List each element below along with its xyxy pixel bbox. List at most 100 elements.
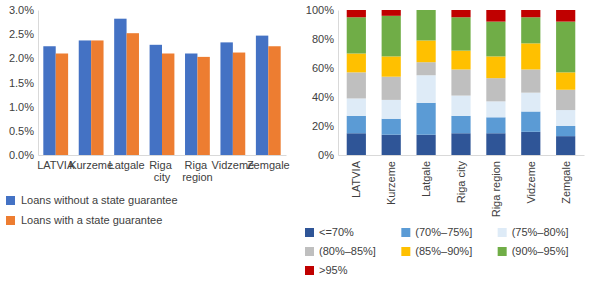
bar-segment	[486, 78, 505, 101]
y-tick-label: 1.5%	[9, 77, 34, 89]
y-tick: 1.0%	[9, 101, 34, 113]
bar	[150, 45, 162, 155]
bar-segment	[486, 117, 505, 133]
y-tick-label: 2.0%	[9, 52, 34, 64]
bar-segment	[556, 136, 575, 155]
bar-segment	[417, 62, 436, 75]
y-tick: 60%	[312, 62, 334, 74]
y-tick-label: 2.5%	[9, 28, 34, 40]
bar	[43, 46, 55, 155]
bar-segment	[486, 56, 505, 78]
bar-segment	[382, 119, 401, 135]
bar-segment	[451, 96, 470, 116]
bar-segment	[556, 22, 575, 73]
bar-segment	[382, 77, 401, 100]
legend-label: (90%–95%]	[512, 245, 569, 257]
bar-segment	[451, 69, 470, 95]
legend-label: <=70%	[319, 226, 354, 238]
bar-segment	[417, 40, 436, 62]
legend-label: Loans with a state guarantee	[21, 214, 162, 226]
legend-swatch	[305, 228, 314, 237]
bar	[79, 40, 91, 155]
bar-segment	[521, 93, 540, 112]
legend-item: (75%–80%]	[498, 226, 569, 238]
bars	[347, 10, 576, 155]
legend-item: (90%–95%]	[498, 245, 569, 257]
x-tick-label: Latgale	[109, 159, 145, 171]
x-tick: Latgale	[109, 159, 145, 171]
bar-segment	[417, 103, 436, 135]
y-tick-label: 20%	[312, 120, 334, 132]
bar-segment	[451, 10, 470, 17]
bar-segment	[486, 133, 505, 155]
bar-segment	[556, 110, 575, 126]
x-axis: LATVIAKurzemeLatgaleRiga cityRiga region…	[37, 156, 290, 183]
legend-label: (85%–90%]	[415, 245, 472, 257]
bar-segment	[347, 133, 366, 155]
x-tick-label: Zemgale	[247, 159, 290, 171]
bar-segment	[486, 22, 505, 57]
bar-segment	[451, 51, 470, 70]
bar-segment	[382, 10, 401, 16]
bar-segment	[556, 90, 575, 110]
x-tick: Kurzeme	[385, 161, 397, 205]
y-tick-label: 0.5%	[9, 125, 34, 137]
bar-segment	[486, 10, 505, 22]
bar	[114, 19, 126, 155]
y-axis: 0.0%0.5%1.0%1.5%2.0%2.5%3.0%	[9, 4, 39, 161]
legend-item: Loans with a state guarantee	[6, 214, 162, 226]
legend: Loans without a state guaranteeLoans wit…	[6, 194, 178, 226]
bar	[185, 54, 197, 156]
y-tick-label: 60%	[312, 62, 334, 74]
bar	[268, 46, 280, 155]
x-tick: Riga region	[182, 159, 213, 183]
bar-segment	[347, 98, 366, 115]
y-axis: 0%20%40%60%80%100%	[306, 4, 339, 161]
bar	[127, 33, 139, 155]
bar-segment	[347, 17, 366, 53]
x-axis-line	[339, 155, 585, 156]
x-tick-label: LATVIA	[350, 160, 362, 198]
legend-label: >95%	[319, 264, 348, 276]
bar	[162, 54, 174, 156]
bar-segment	[521, 43, 540, 69]
bar-segment	[521, 17, 540, 43]
bar-segment	[347, 54, 366, 73]
y-axis-line	[38, 11, 39, 156]
bar-segment	[417, 75, 436, 103]
legend-swatch	[305, 266, 314, 275]
bar	[233, 53, 245, 155]
x-tick: Kurzeme	[69, 159, 113, 171]
bar-segment	[521, 132, 540, 155]
bar-segment	[451, 133, 470, 155]
legend-item: (85%–90%]	[401, 245, 472, 257]
bar-segment	[521, 10, 540, 17]
y-tick: 0%	[318, 149, 334, 161]
bar	[91, 40, 103, 155]
x-tick-label: Riga city	[455, 161, 467, 204]
x-tick-label: Zemgale	[560, 161, 572, 204]
bar-segment	[521, 112, 540, 132]
legend-item: >95%	[305, 264, 348, 276]
x-tick: LATVIA	[350, 160, 362, 198]
x-tick-label: Riga region	[490, 161, 502, 217]
y-tick-label: 100%	[306, 4, 334, 16]
bar-segment	[347, 72, 366, 98]
bar-segment	[382, 135, 401, 155]
legend-swatch	[6, 216, 15, 225]
y-tick: 80%	[312, 33, 334, 45]
y-tick: 100%	[306, 4, 334, 16]
x-tick-label: Riga city	[149, 159, 175, 183]
legend: <=70%(70%–75%](75%–80%](80%–85%](85%–90%…	[305, 226, 569, 276]
y-tick: 0.0%	[9, 149, 34, 161]
legend-swatch	[498, 228, 507, 237]
legend-label: (80%–85%]	[319, 245, 376, 257]
y-tick: 0.5%	[9, 125, 34, 137]
legend-item: <=70%	[305, 226, 354, 238]
bar-segment	[347, 10, 366, 17]
y-tick: 1.5%	[9, 77, 34, 89]
x-tick: Riga region	[490, 161, 502, 217]
y-tick-label: 0.0%	[9, 149, 34, 161]
x-axis: LATVIAKurzemeLatgaleRiga cityRiga region…	[339, 156, 585, 218]
chart-1: 0%20%40%60%80%100%LATVIAKurzemeLatgaleRi…	[305, 4, 585, 276]
